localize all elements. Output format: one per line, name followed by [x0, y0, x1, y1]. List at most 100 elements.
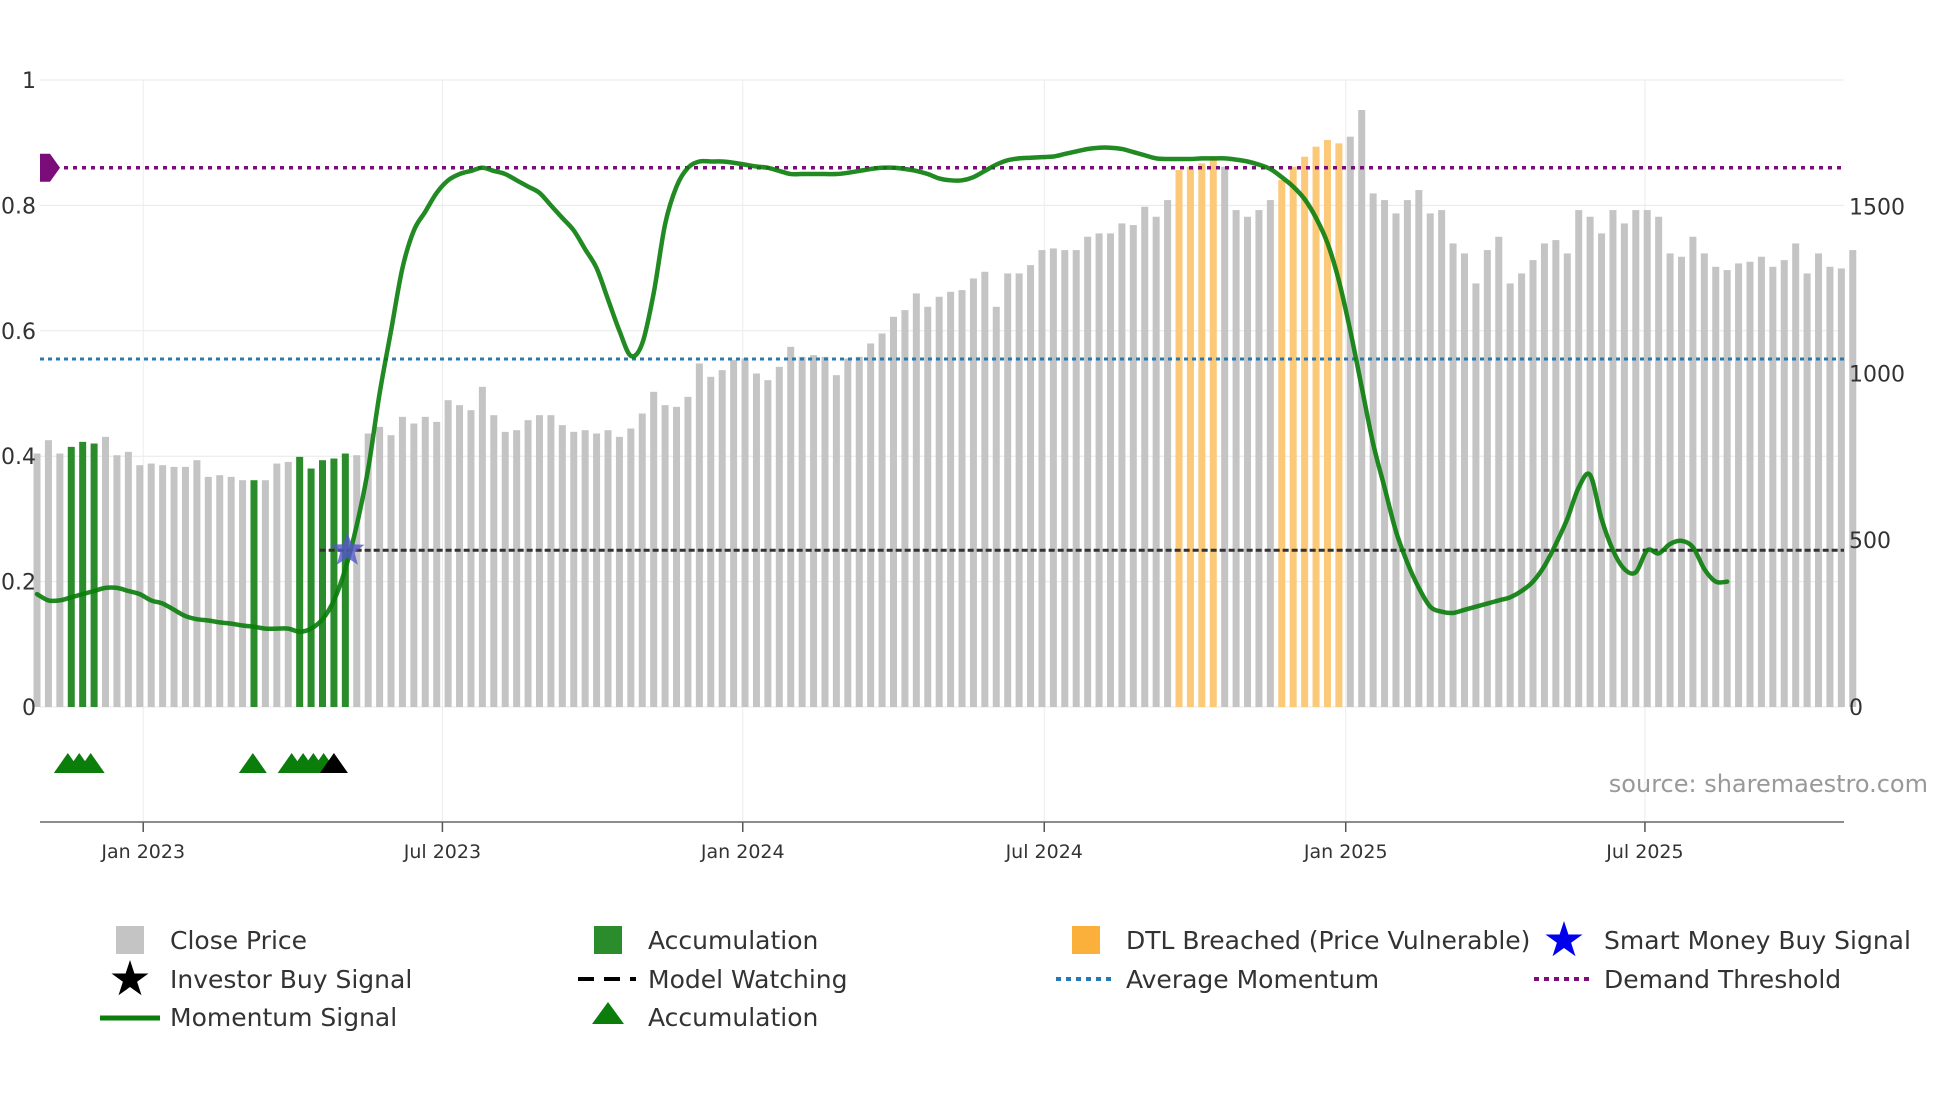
legend-label-close-price: Close Price — [170, 926, 307, 955]
close-price-bar — [1004, 273, 1012, 707]
close-price-bar — [1609, 210, 1617, 707]
close-price-bar — [695, 363, 703, 707]
y-right-tick-label: 500 — [1849, 529, 1891, 554]
legend-item-accumulation-triangle: Accumulation — [592, 1002, 818, 1032]
close-price-bar — [1712, 266, 1720, 707]
close-price-bar — [1426, 213, 1434, 708]
close-price-bar — [1598, 233, 1606, 707]
close-price-bar — [1049, 248, 1057, 708]
close-price-bar — [102, 436, 110, 707]
accumulation-bar — [319, 460, 326, 707]
close-price-swatch — [116, 926, 144, 954]
legend-label-smart-money-buy: Smart Money Buy Signal — [1604, 926, 1911, 955]
close-price-bar — [181, 466, 189, 707]
close-price-bar — [353, 455, 361, 707]
accumulation-bar — [296, 456, 304, 707]
close-price-bar — [124, 451, 132, 707]
price-bars — [33, 110, 1857, 708]
legend-label-average-momentum: Average Momentum — [1126, 965, 1379, 994]
legend-label-accumulation-bar: Accumulation — [648, 926, 818, 955]
close-price-bar — [33, 453, 41, 707]
close-price-bar — [1700, 253, 1708, 707]
close-price-bar — [467, 410, 475, 707]
close-price-bar — [638, 413, 646, 707]
close-price-bar — [741, 358, 749, 707]
close-price-bar — [627, 428, 635, 707]
close-price-bar — [1723, 270, 1731, 707]
close-price-bar — [1735, 263, 1743, 707]
close-price-bar — [1244, 216, 1252, 707]
legend-item-average-momentum: Average Momentum — [1056, 965, 1379, 994]
close-price-bar — [1643, 210, 1651, 707]
close-price-bar — [1620, 223, 1628, 707]
close-price-bar — [387, 435, 395, 707]
close-price-bar — [1529, 260, 1537, 707]
legend-label-dtl-breached: DTL Breached (Price Vulnerable) — [1126, 926, 1530, 955]
close-price-bar — [844, 358, 852, 707]
close-price-bar — [1015, 273, 1023, 707]
close-price-bar — [1038, 250, 1046, 707]
close-price-bar — [764, 380, 772, 707]
accumulation-triangle-icon — [592, 1002, 624, 1024]
close-price-bar — [1632, 210, 1640, 707]
close-price-bar — [410, 423, 418, 707]
close-price-bar — [1403, 200, 1411, 707]
accumulation-bar — [90, 443, 98, 707]
close-price-bar — [1346, 136, 1354, 708]
close-price-bar — [924, 306, 932, 707]
close-price-bar — [1072, 250, 1080, 707]
close-price-bar — [1118, 223, 1126, 707]
close-price-bar — [1472, 283, 1480, 707]
y-right-tick-label: 0 — [1849, 696, 1863, 721]
close-price-bar — [1392, 213, 1400, 708]
close-price-bar — [159, 465, 167, 707]
close-price-bar — [1106, 233, 1114, 707]
y-right-tick-label: 1500 — [1849, 196, 1905, 221]
dtl-breached-swatch — [1072, 926, 1100, 954]
legend-item-momentum-signal: Momentum Signal — [100, 1003, 397, 1032]
x-tick-label: Jul 2023 — [403, 841, 481, 863]
x-tick-label: Jan 2025 — [1303, 841, 1388, 863]
close-price-bar — [1746, 261, 1754, 707]
close-price-bar — [193, 460, 201, 707]
axes: 0 0.2 0.4 0.6 0.8 1 Jan 2023 Jul 2023 Jan 2024 Ju… — [1, 69, 1905, 863]
close-price-bar — [1826, 266, 1834, 707]
close-price-bar — [912, 293, 920, 707]
close-price-bar — [958, 290, 966, 707]
dtl-breached-bar — [1175, 170, 1183, 708]
dtl-breached-bar — [1289, 166, 1297, 707]
dtl-breached-bar — [1312, 146, 1320, 707]
source-credit: source: sharemaestro.com — [1609, 770, 1928, 798]
close-price-bar — [204, 476, 212, 707]
close-price-bar — [787, 346, 795, 707]
close-price-bar — [1552, 240, 1560, 707]
accumulation-bar — [250, 480, 258, 707]
close-price-bar — [1438, 210, 1446, 707]
accumulation-bar — [79, 441, 87, 707]
x-tick-label: Jan 2024 — [700, 841, 785, 863]
close-price-bar — [1849, 250, 1857, 707]
close-price-bar — [1803, 273, 1811, 707]
legend: Close Price Investor Buy Signal Momentum… — [100, 921, 1911, 1032]
close-price-bar — [684, 396, 692, 707]
close-price-bar — [947, 291, 955, 707]
close-price-bar — [1358, 110, 1366, 707]
legend-item-accumulation-bar: Accumulation — [594, 926, 818, 955]
smart-money-buy-star-icon — [1545, 921, 1583, 957]
close-price-bar — [113, 455, 121, 707]
close-price-bar — [1677, 256, 1685, 707]
close-price-bar — [992, 306, 1000, 707]
demand-threshold-marker — [40, 153, 60, 182]
close-price-bar — [1084, 236, 1092, 707]
close-price-bar — [1232, 210, 1240, 707]
close-price-bar — [867, 343, 875, 707]
close-price-bar — [615, 436, 623, 707]
close-price-bar — [730, 360, 738, 707]
close-price-bar — [775, 366, 783, 707]
y-left-tick-label: 0 — [22, 696, 36, 721]
close-price-bar — [593, 433, 601, 707]
close-price-bar — [524, 420, 532, 707]
legend-item-investor-buy: Investor Buy Signal — [111, 960, 412, 996]
close-price-bar — [1095, 233, 1103, 707]
